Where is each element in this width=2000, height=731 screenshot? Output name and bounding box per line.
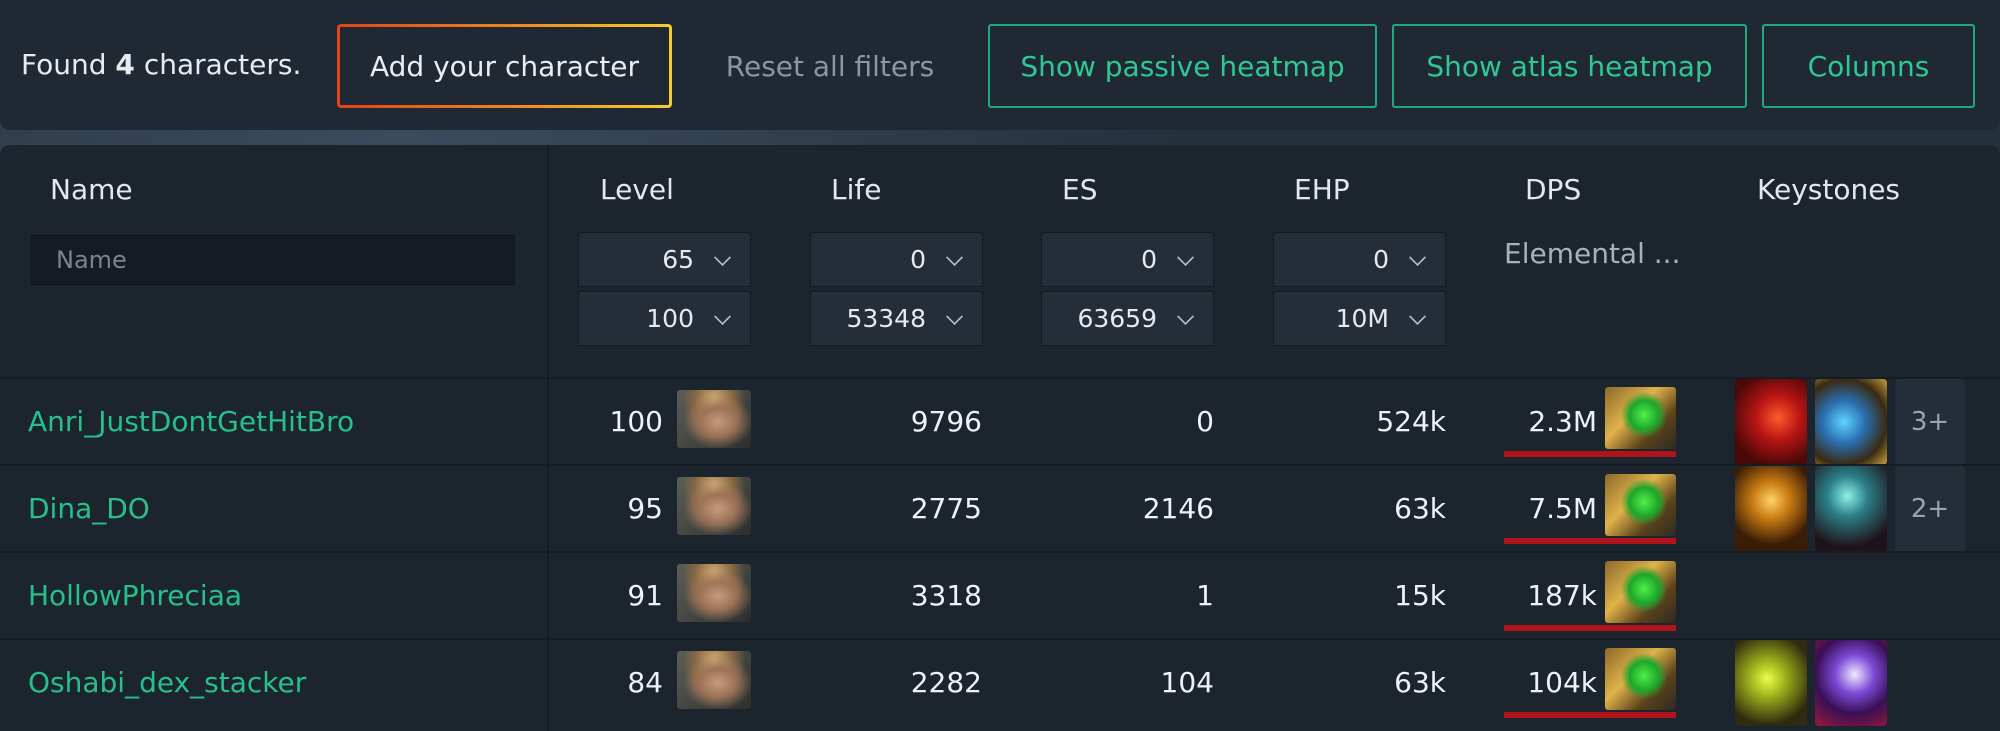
name-filter-input[interactable]	[29, 233, 517, 287]
chevron-down-icon	[1177, 249, 1194, 266]
chevron-down-icon	[714, 308, 731, 325]
reset-filters-button[interactable]: Reset all filters	[725, 49, 935, 83]
character-name-link[interactable]: Dina_DO	[28, 492, 150, 525]
blue-axe-keystone-icon[interactable]	[1815, 379, 1887, 465]
level-value: 100	[609, 405, 663, 438]
character-portrait	[677, 390, 751, 448]
life-min-value: 0	[910, 245, 926, 274]
character-portrait	[677, 564, 751, 622]
table-row[interactable]: Dina_DO 95 2775 2146 63k 7.5M 2+	[0, 464, 2000, 552]
ehp-min-select[interactable]: 0	[1273, 232, 1446, 287]
level-value: 95	[627, 492, 663, 525]
dps-value: 104k	[1527, 666, 1597, 699]
dps-bar	[1504, 712, 1676, 718]
es-value: 2146	[1142, 492, 1214, 525]
ehp-value: 524k	[1376, 405, 1446, 438]
ehp-max-select[interactable]: 10M	[1273, 291, 1446, 346]
header-life[interactable]: Life	[831, 173, 882, 206]
show-passive-heatmap-button[interactable]: Show passive heatmap	[988, 24, 1377, 108]
ehp-value: 63k	[1394, 666, 1446, 699]
life-max-select[interactable]: 53348	[810, 291, 983, 346]
teal-swirl-keystone-icon[interactable]	[1815, 466, 1887, 552]
table-row[interactable]: Oshabi_dex_stacker 84 2282 104 63k 104k	[0, 638, 2000, 726]
ehp-max-value: 10M	[1335, 304, 1389, 333]
column-divider	[547, 145, 549, 731]
level-value: 84	[627, 666, 663, 699]
header-keystones[interactable]: Keystones	[1757, 173, 1901, 206]
es-max-select[interactable]: 63659	[1041, 291, 1214, 346]
character-name-link[interactable]: HollowPhreciaa	[28, 579, 243, 612]
level-min-select[interactable]: 65	[578, 232, 751, 287]
dps-value: 7.5M	[1528, 492, 1597, 525]
red-figure-keystone-icon[interactable]	[1735, 379, 1807, 465]
found-count: 4	[115, 48, 135, 81]
character-portrait	[677, 651, 751, 709]
dps-value: 187k	[1527, 579, 1597, 612]
life-value: 3318	[910, 579, 982, 612]
life-value: 9796	[910, 405, 982, 438]
dps-value: 2.3M	[1528, 405, 1597, 438]
es-value: 1	[1196, 579, 1214, 612]
table-row[interactable]: Anri_JustDontGetHitBro 100 9796 0 524k 2…	[0, 377, 2000, 465]
skill-gem-icon	[1605, 648, 1676, 710]
level-max-value: 100	[646, 304, 694, 333]
dps-bar	[1504, 451, 1676, 457]
toolbar: Found 4 characters. Add your character R…	[0, 0, 2000, 130]
es-min-select[interactable]: 0	[1041, 232, 1214, 287]
es-value: 104	[1160, 666, 1214, 699]
es-value: 0	[1196, 405, 1214, 438]
skill-gem-icon	[1605, 561, 1676, 623]
es-min-value: 0	[1141, 245, 1157, 274]
es-max-value: 63659	[1077, 304, 1157, 333]
green-yellow-keystone-icon[interactable]	[1735, 640, 1807, 726]
header-name[interactable]: Name	[50, 173, 133, 206]
life-min-select[interactable]: 0	[810, 232, 983, 287]
header-ehp[interactable]: EHP	[1294, 173, 1350, 206]
level-max-select[interactable]: 100	[578, 291, 751, 346]
skill-gem-icon	[1605, 387, 1676, 449]
header-dps[interactable]: DPS	[1525, 173, 1582, 206]
skill-gem-icon	[1605, 474, 1676, 536]
show-atlas-heatmap-button[interactable]: Show atlas heatmap	[1392, 24, 1747, 108]
golden-figure-keystone-icon[interactable]	[1735, 466, 1807, 552]
table-row[interactable]: HollowPhreciaa 91 3318 1 15k 187k	[0, 551, 2000, 639]
ehp-min-value: 0	[1373, 245, 1389, 274]
life-max-value: 53348	[846, 304, 926, 333]
more-keystones-button[interactable]: 2+	[1895, 466, 1965, 552]
level-value: 91	[627, 579, 663, 612]
more-keystones-button[interactable]: 3+	[1895, 379, 1965, 465]
header-es[interactable]: ES	[1062, 173, 1098, 206]
header-level[interactable]: Level	[600, 173, 674, 206]
level-min-value: 65	[662, 245, 694, 274]
character-name-link[interactable]: Oshabi_dex_stacker	[28, 666, 307, 699]
life-value: 2282	[910, 666, 982, 699]
dps-bar	[1504, 538, 1676, 544]
characters-table: Name Level Life ES EHP DPS Keystones 65 …	[0, 145, 2000, 731]
chevron-down-icon	[1409, 308, 1426, 325]
add-character-button[interactable]: Add your character	[337, 24, 672, 108]
purple-blade-keystone-icon[interactable]	[1815, 640, 1887, 726]
life-value: 2775	[910, 492, 982, 525]
ehp-value: 63k	[1394, 492, 1446, 525]
found-suffix: characters.	[143, 48, 302, 81]
chevron-down-icon	[946, 308, 963, 325]
results-count: Found 4 characters.	[21, 48, 301, 81]
chevron-down-icon	[714, 249, 731, 266]
columns-button[interactable]: Columns	[1762, 24, 1975, 108]
chevron-down-icon	[1409, 249, 1426, 266]
ehp-value: 15k	[1394, 579, 1446, 612]
chevron-down-icon	[946, 249, 963, 266]
chevron-down-icon	[1177, 308, 1194, 325]
dps-bar	[1504, 625, 1676, 631]
character-name-link[interactable]: Anri_JustDontGetHitBro	[28, 405, 355, 438]
character-portrait	[677, 477, 751, 535]
dps-type-filter[interactable]: Elemental ...	[1504, 237, 1681, 270]
found-prefix: Found	[21, 48, 107, 81]
